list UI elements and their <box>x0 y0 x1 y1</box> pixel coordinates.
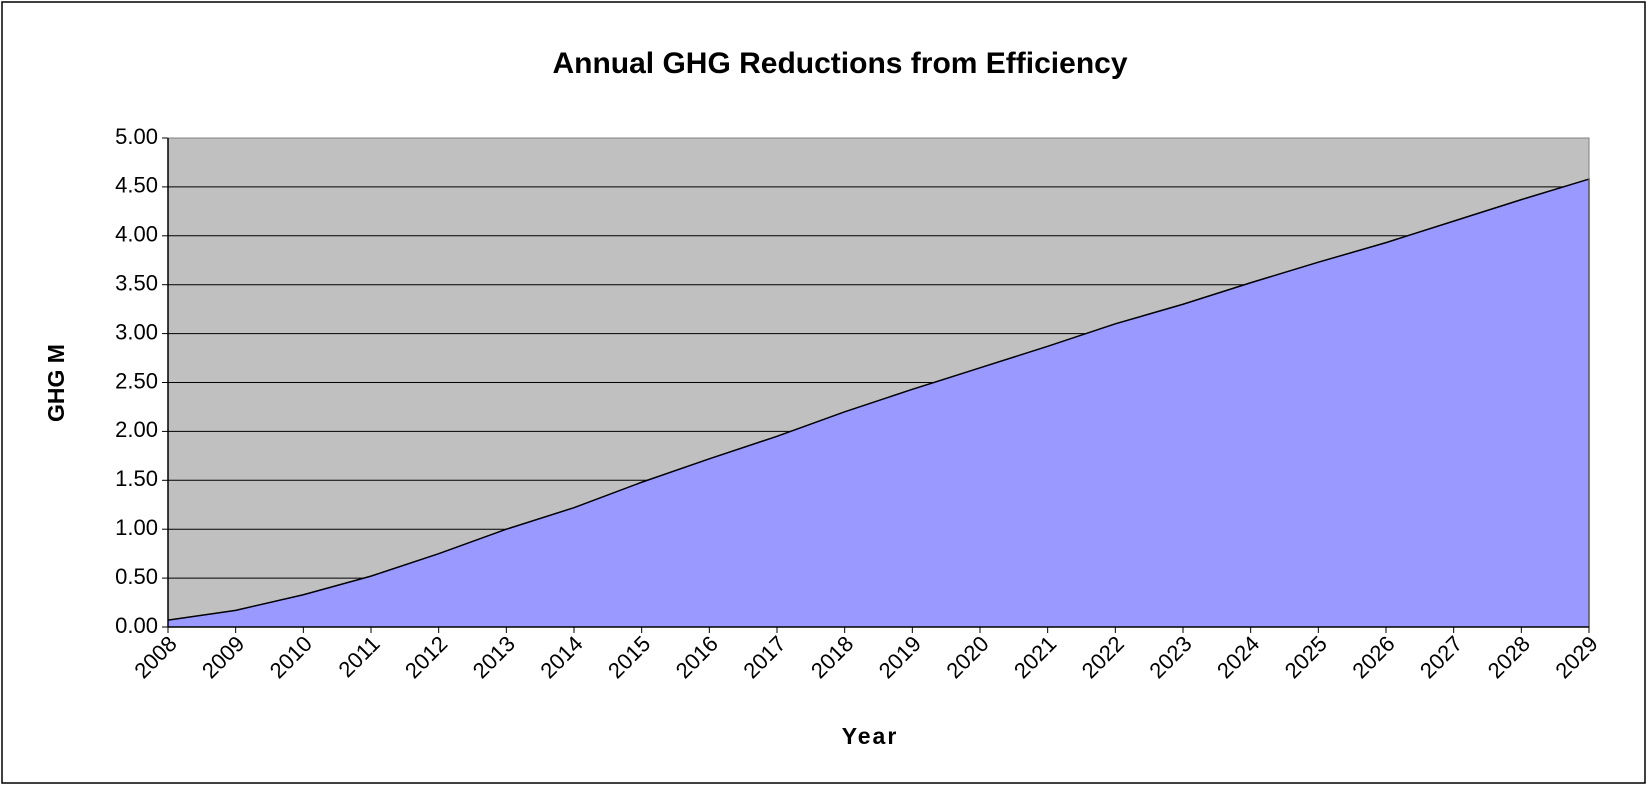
y-tick-label: 2.00 <box>115 417 158 442</box>
y-axis-label: GHG M <box>43 344 69 422</box>
y-tick-label: 4.00 <box>115 222 158 247</box>
y-tick-label: 4.50 <box>115 173 158 198</box>
y-tick-label: 1.00 <box>115 515 158 540</box>
y-tick-label: 5.00 <box>115 124 158 149</box>
area-line <box>167 178 1590 627</box>
area <box>168 179 1589 628</box>
y-tick-label: 0.50 <box>115 564 158 589</box>
y-tick-label: 3.00 <box>115 319 158 344</box>
y-tick-label: 3.50 <box>115 271 158 296</box>
y-tick-label: 2.50 <box>115 368 158 393</box>
y-tick-label: 1.50 <box>115 466 158 491</box>
x-axis-label: Year <box>842 723 899 749</box>
y-tick-label: 0.00 <box>115 613 158 638</box>
chart-title: Annual GHG Reductions from Efficiency <box>552 47 1127 80</box>
